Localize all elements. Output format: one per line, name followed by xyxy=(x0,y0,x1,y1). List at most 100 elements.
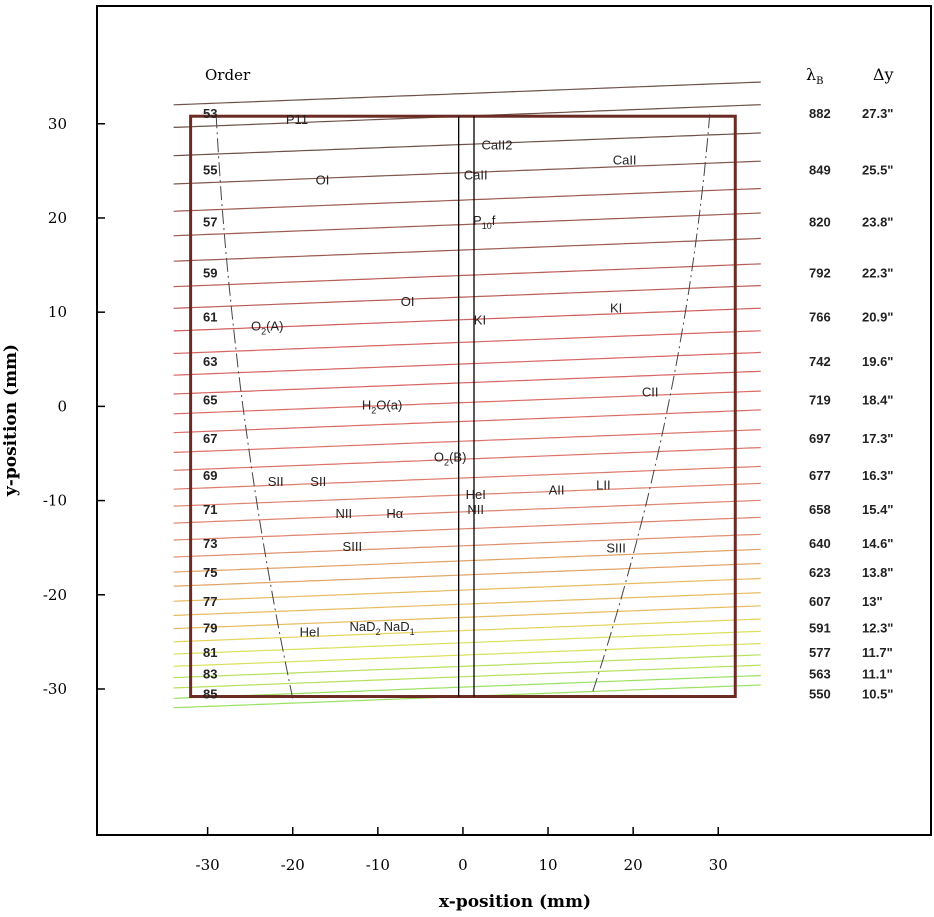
label-main: NaD xyxy=(350,619,376,634)
order-trace xyxy=(173,307,761,332)
dy-value: 16.3" xyxy=(862,468,893,483)
label-subscript: 2 xyxy=(376,627,381,637)
lambda-value: 742 xyxy=(809,354,831,369)
order-trace xyxy=(173,642,761,667)
order-number: 73 xyxy=(203,536,217,551)
order-number: 59 xyxy=(203,265,217,280)
y-tick-label: 0 xyxy=(57,397,67,415)
spectral-line-label: KI xyxy=(610,300,622,315)
label-main: CaII xyxy=(613,153,637,168)
lambda-value: 677 xyxy=(809,468,831,483)
order-trace xyxy=(173,263,761,288)
order-number: 65 xyxy=(203,393,217,408)
order-trace xyxy=(173,429,761,453)
intermediate-order-trace xyxy=(173,81,761,106)
label-main: LII xyxy=(596,478,610,493)
label-main: KI xyxy=(474,313,486,328)
intermediate-order-trace xyxy=(173,132,761,157)
order-column-header: Order xyxy=(205,66,251,84)
label-main: OI xyxy=(401,294,415,309)
label-main: SIII xyxy=(606,541,626,556)
order-number: 61 xyxy=(203,310,217,325)
lambda-symbol: λ xyxy=(806,65,816,84)
lambda-value: 820 xyxy=(809,215,831,230)
label-subscript: 10 xyxy=(482,221,492,231)
right-boundary-curve xyxy=(590,114,711,699)
spectral-line-label: SII xyxy=(268,474,284,489)
order-trace xyxy=(173,212,761,237)
order-number: 55 xyxy=(203,163,217,178)
label-main: O xyxy=(434,449,444,464)
intermediate-order-trace xyxy=(173,548,761,573)
intermediate-order-trace xyxy=(173,447,761,471)
spectral-line-label: O2(B) xyxy=(434,449,466,467)
label-suffix: (A) xyxy=(266,318,283,333)
lambda-value: 607 xyxy=(809,594,831,609)
order-number: 57 xyxy=(203,215,217,230)
order-number: 53 xyxy=(203,106,217,121)
label-main: SII xyxy=(268,474,284,489)
dy-value: 23.8" xyxy=(862,215,893,230)
x-tick-label: 30 xyxy=(709,856,728,874)
x-tick-label: -30 xyxy=(196,856,220,874)
spectral-line-label: Hα xyxy=(386,506,403,521)
label-subscript: 2 xyxy=(371,405,376,415)
intermediate-order-trace xyxy=(173,370,761,395)
dy-value: 18.4" xyxy=(862,393,893,408)
order-trace xyxy=(173,499,761,524)
intermediate-order-trace xyxy=(173,516,761,541)
order-trace xyxy=(173,664,761,689)
order-trace xyxy=(173,618,761,643)
spectral-line-label: NII xyxy=(467,502,484,517)
order-trace xyxy=(173,533,761,558)
spectral-line-label: HeI xyxy=(466,487,486,502)
order-number: 81 xyxy=(203,645,217,660)
lambda-value: 577 xyxy=(809,645,831,660)
spectral-line-label: CII xyxy=(642,384,659,399)
lambda-value: 658 xyxy=(809,502,831,517)
lambda-value: 591 xyxy=(809,621,831,636)
order-number: 71 xyxy=(203,502,217,517)
y-tick-label: -30 xyxy=(43,680,67,698)
label-suffix: (B) xyxy=(449,449,466,464)
dy-value: 13" xyxy=(862,594,883,609)
y-tick-label: 30 xyxy=(48,115,67,133)
y-tick-label: 10 xyxy=(48,303,67,321)
spectral-line-label: SIII xyxy=(343,539,363,554)
x-axis-ticks: -30 -20 -10 0 10 20 30 xyxy=(196,827,728,874)
label-main: H xyxy=(362,397,371,412)
label-main: NII xyxy=(335,506,352,521)
intermediate-order-trace xyxy=(173,654,761,679)
label-main: OI xyxy=(316,172,330,187)
label-main: P11 xyxy=(286,112,308,127)
spectral-line-label: NaD1 xyxy=(384,619,415,637)
intermediate-order-trace xyxy=(173,285,761,309)
detector-outline xyxy=(189,114,737,699)
spectral-line-label: CaII2 xyxy=(481,137,512,152)
lambda-value: 697 xyxy=(809,431,831,446)
spectral-line-label: NaD2 xyxy=(350,619,381,637)
dy-value: 27.3" xyxy=(862,106,893,121)
order-trace xyxy=(173,562,761,587)
dy-value: 19.6" xyxy=(862,354,893,369)
spectral-line-label: SII xyxy=(310,474,326,489)
intermediate-order-trace xyxy=(173,409,761,434)
dy-value: 14.6" xyxy=(862,536,893,551)
label-main: CaII xyxy=(464,168,488,183)
lambda-value: 719 xyxy=(809,393,831,408)
intermediate-order-trace xyxy=(173,577,761,602)
order-table: 53 882 27.3"55 849 25.5"57 820 23.8"59 792 22.3"… xyxy=(203,106,893,701)
label-subscript: 2 xyxy=(261,326,266,336)
label-main: AII xyxy=(549,482,565,497)
label-main: HeI xyxy=(466,487,486,502)
label-subscript: 1 xyxy=(410,627,415,637)
lambda-value: 550 xyxy=(809,687,831,702)
boundary-curves xyxy=(215,114,711,699)
spectral-line-label: O2(A) xyxy=(251,318,283,336)
label-main: KI xyxy=(610,300,622,315)
label-main: Hα xyxy=(386,506,403,521)
order-number: 79 xyxy=(203,621,217,636)
spectral-line-label: HeI xyxy=(300,625,320,640)
